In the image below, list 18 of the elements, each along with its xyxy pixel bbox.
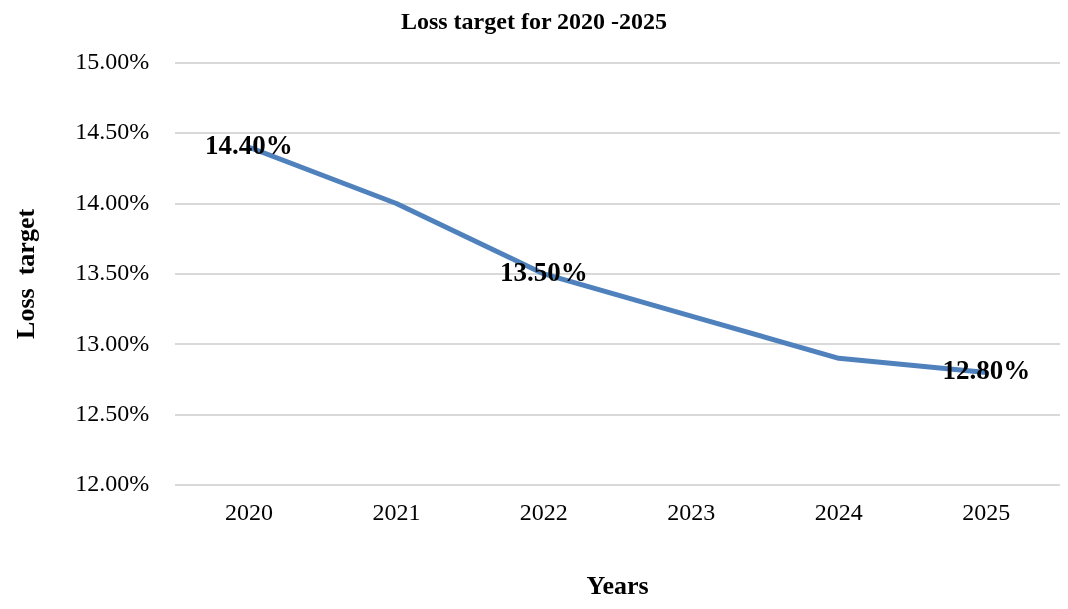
data-label: 14.40% bbox=[205, 130, 293, 161]
x-tick-label: 2023 bbox=[667, 498, 716, 525]
x-axis-title: Years bbox=[586, 571, 649, 601]
y-tick-label: 12.50% bbox=[75, 399, 150, 426]
x-tick-label: 2021 bbox=[372, 498, 421, 525]
y-axis-title: Loss target bbox=[11, 208, 41, 339]
x-tick-label: 2024 bbox=[814, 498, 863, 525]
data-label: 12.80% bbox=[942, 355, 1031, 386]
y-tick-label: 13.00% bbox=[75, 329, 150, 356]
y-tick-label: 13.50% bbox=[75, 259, 150, 286]
chart-title: Loss target for 2020 -2025 bbox=[400, 7, 668, 34]
x-tick-label: 2025 bbox=[962, 498, 1011, 525]
y-tick-label: 14.00% bbox=[75, 188, 150, 215]
x-tick-label: 2022 bbox=[519, 498, 568, 525]
y-tick-label: 15.00% bbox=[75, 48, 150, 75]
y-tick-label: 14.50% bbox=[75, 118, 150, 145]
x-tick-label: 2020 bbox=[224, 498, 273, 525]
y-tick-label: 12.00% bbox=[75, 470, 150, 497]
